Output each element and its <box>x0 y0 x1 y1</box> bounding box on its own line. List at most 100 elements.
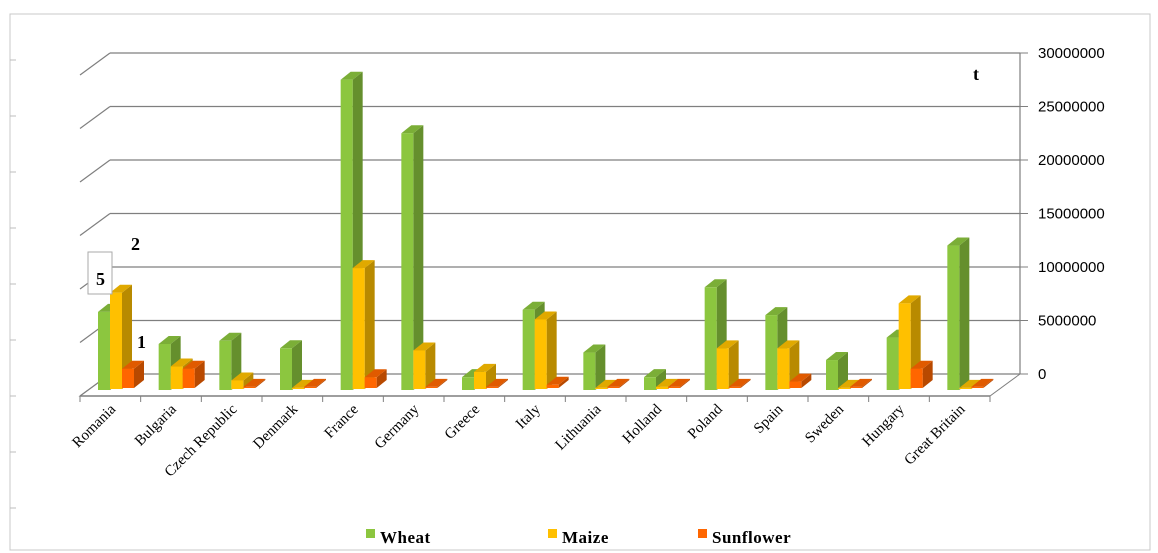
bar-front <box>98 311 110 390</box>
bar-sunflower-poland <box>728 378 751 388</box>
bar-top <box>898 295 921 304</box>
bar-front <box>364 377 377 388</box>
bar-front <box>668 386 680 388</box>
bars <box>98 71 994 390</box>
bar-front <box>534 319 547 389</box>
bar-front <box>304 386 316 388</box>
y-tick-label: 30000000 <box>1038 45 1105 62</box>
bar-side <box>728 340 739 389</box>
bar-top <box>704 279 727 288</box>
annotation-1: 1 <box>137 332 146 352</box>
bar-front <box>110 292 122 389</box>
bar-top <box>182 360 205 369</box>
bar-front <box>219 340 232 390</box>
bar-wheat-great-britain <box>947 237 970 390</box>
gridline-side <box>79 52 111 76</box>
bar-side <box>243 372 254 389</box>
bar-front <box>280 348 292 390</box>
bar-sunflower-italy <box>546 376 569 388</box>
bar-side <box>959 237 970 390</box>
bar-front <box>595 387 608 389</box>
bar-top <box>959 379 982 388</box>
bar-front <box>474 371 486 389</box>
bar-front <box>401 133 414 390</box>
bar-side <box>838 352 848 390</box>
bar-side <box>922 360 933 388</box>
y-tick-label: 10000000 <box>1038 259 1105 276</box>
bar-front <box>413 350 426 389</box>
bar-front <box>182 368 195 388</box>
bar-side <box>194 360 205 388</box>
bar-front <box>959 387 972 389</box>
bar-top <box>425 378 448 387</box>
y-tick-label: 15000000 <box>1038 206 1105 223</box>
bar-front <box>158 343 171 390</box>
bar-top <box>219 332 242 341</box>
bar-top <box>789 373 812 382</box>
annotation-2: 2 <box>131 234 140 254</box>
legend-swatch <box>366 529 375 538</box>
bar-front <box>607 386 620 388</box>
bar-side <box>558 376 569 388</box>
bar-side <box>619 378 630 388</box>
legend-entry: Sunflower <box>712 528 791 547</box>
annotations: 5 2 1 <box>87 234 146 352</box>
bar-front <box>947 245 960 390</box>
bar-top <box>765 307 788 316</box>
bar-front <box>898 303 911 389</box>
bar-maize-czech-republic <box>231 372 254 389</box>
bar-top <box>231 372 254 381</box>
bar-front <box>728 386 741 388</box>
y-tick-label: 0 <box>1038 366 1046 383</box>
bar-side <box>292 340 302 390</box>
bar-front <box>340 79 353 390</box>
bar-top <box>413 342 436 351</box>
bar-top <box>292 379 314 388</box>
bar-front <box>583 352 596 390</box>
bar-top <box>607 378 630 387</box>
bar-front <box>170 366 183 389</box>
bar-front <box>656 386 668 389</box>
bar-top <box>401 125 424 134</box>
bar-front <box>716 348 729 389</box>
bar-side <box>801 373 812 388</box>
bar-top <box>486 378 508 387</box>
bar-top <box>280 340 302 349</box>
bar-wheat-sweden <box>826 352 848 390</box>
y-axis-ticks: 0 5000000 10000000 15000000 20000000 25000000… <box>1020 45 1105 383</box>
bar-side <box>498 378 508 388</box>
bar-top <box>595 379 618 388</box>
bar-top <box>644 369 666 378</box>
bar-front <box>243 386 256 388</box>
bar-sunflower-france <box>364 369 387 388</box>
bar-front <box>838 387 850 389</box>
bar-front <box>789 381 802 388</box>
bar-top <box>122 360 144 369</box>
bar-top <box>243 378 266 387</box>
bar-sunflower-lithuania <box>607 378 630 388</box>
bar-front <box>425 386 438 388</box>
bar-side <box>425 342 436 389</box>
bar-front <box>971 386 984 388</box>
bar-front <box>122 368 134 388</box>
bar-maize-italy <box>534 311 557 389</box>
bar-sunflower-bulgaria <box>182 360 205 388</box>
bar-side <box>862 378 872 388</box>
bar-maize-poland <box>716 340 739 389</box>
bar-sunflower-germany <box>425 378 448 388</box>
bar-side <box>413 125 424 390</box>
bar-side <box>546 311 557 389</box>
bar-front <box>292 387 304 389</box>
bar-top <box>826 352 848 361</box>
gridline-side <box>79 106 111 129</box>
gridline-side <box>79 159 111 183</box>
bar-sunflower-romania <box>122 360 144 388</box>
bar-side <box>437 378 448 388</box>
bar-front <box>777 348 790 389</box>
bar-top <box>352 260 375 269</box>
bar-front <box>462 377 474 390</box>
gridline-side <box>79 213 111 236</box>
legend-entry: Wheat <box>380 528 431 547</box>
annotation-5: 5 <box>96 269 105 289</box>
bar-wheat-holland <box>644 369 666 390</box>
